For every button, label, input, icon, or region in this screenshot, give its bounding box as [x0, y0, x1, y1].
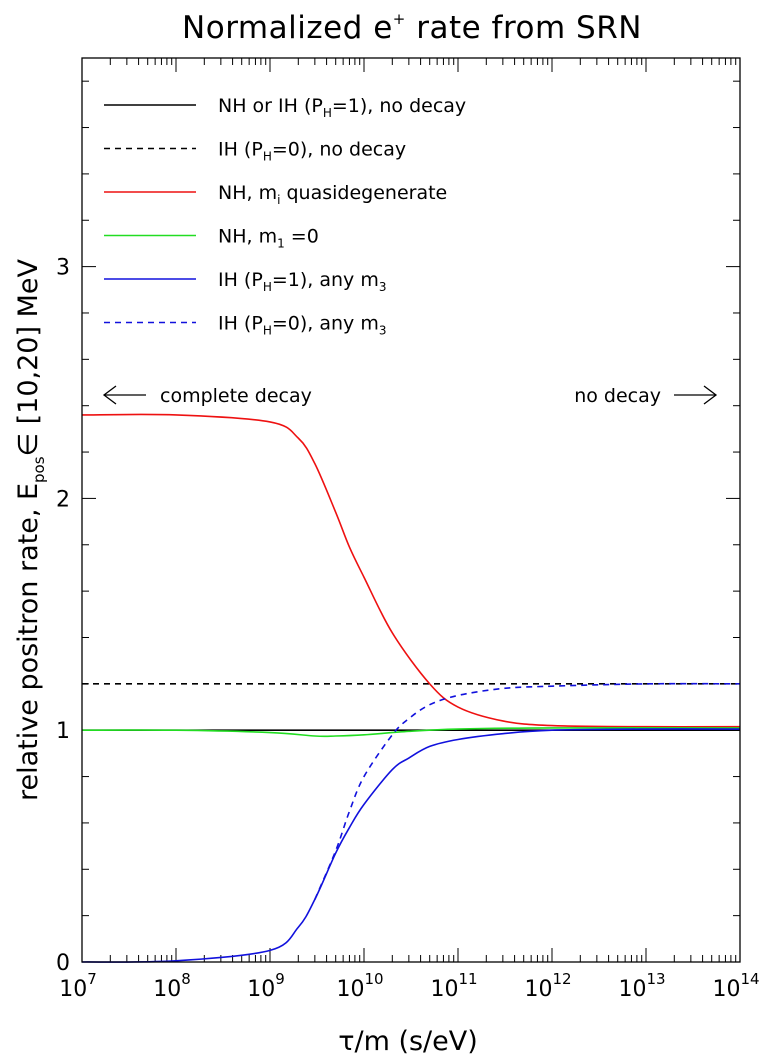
x-tick-exp: 9 — [275, 970, 285, 988]
legend-text: =0), no decay — [272, 139, 406, 161]
x-tick-base: 10 — [430, 977, 458, 1002]
x-tick-label: 1012 — [524, 970, 571, 1002]
annotation-no-decay: no decay — [574, 385, 661, 407]
x-tick-exp: 14 — [740, 970, 759, 988]
series-nh-quasidegenerate — [81, 413, 741, 728]
plot-frame — [81, 57, 741, 963]
series-ih-ph1-any-m3 — [81, 728, 741, 963]
y-axis-label-sub: pos — [30, 456, 48, 483]
legend-sub: H — [263, 324, 272, 338]
legend-text: quasidegenerate — [280, 182, 447, 204]
svg-text:relative positron rate, Epos∈: relative positron rate, Epos∈ [10,20] Me… — [13, 258, 48, 801]
legend-text: =1), no decay — [332, 95, 466, 117]
series-lines — [81, 413, 741, 963]
legend-entry: IH (PH=0), no decay — [104, 139, 406, 164]
x-tick-exp: 11 — [458, 970, 477, 988]
legend-sub: H — [263, 150, 272, 164]
legend-text: IH (P — [218, 139, 263, 161]
x-tick-label: 109 — [247, 970, 285, 1002]
y-tick-label: 2 — [56, 487, 70, 512]
x-axis-label-text: τ/m (s/eV) — [338, 1026, 478, 1057]
svg-text:Normalized e+ rate from SRN: Normalized e+ rate from SRN — [182, 10, 642, 46]
legend-sub: 1 — [277, 237, 285, 251]
plot-border — [81, 57, 741, 963]
x-tick-base: 10 — [153, 977, 181, 1002]
y-tick-label: 3 — [56, 256, 70, 281]
series-nh-m1-zero — [81, 727, 741, 738]
legend-text: =1), any m — [272, 269, 379, 291]
annotation-complete-decay: complete decay — [160, 385, 312, 407]
legend-label: NH or IH (PH=1), no decay — [218, 95, 466, 120]
y-axis-label: relative positron rate, Epos∈ [10,20] Me… — [13, 258, 48, 801]
legend-label: NH, m1 =0 — [218, 226, 319, 251]
legend-entry: IH (PH=1), any m3 — [104, 269, 386, 294]
legend-text: =0), any m — [272, 313, 379, 335]
legend-sub: 3 — [379, 280, 387, 294]
x-axis-label: τ/m (s/eV) — [338, 1026, 478, 1057]
legend-text: IH (P — [218, 269, 263, 291]
annotations: complete decay no decay — [102, 385, 718, 407]
legend-sub: H — [263, 280, 272, 294]
x-tick-base: 10 — [247, 977, 275, 1002]
title-sup: + — [393, 10, 406, 28]
legend-entry: NH or IH (PH=1), no decay — [104, 95, 466, 120]
legend-text: NH or IH (P — [218, 95, 323, 117]
legend-text: =0 — [285, 226, 319, 248]
legend-label: IH (PH=0), any m3 — [218, 313, 386, 338]
x-tick-base: 10 — [59, 977, 87, 1002]
y-tick-label: 1 — [56, 719, 70, 744]
y-tick-label: 0 — [56, 951, 70, 976]
x-tick-label: 107 — [59, 970, 97, 1002]
x-tick-label: 1013 — [618, 970, 665, 1002]
legend-label: NH, mi quasidegenerate — [218, 182, 447, 207]
legend-label: IH (PH=0), no decay — [218, 139, 406, 164]
right-arrow-head — [703, 385, 718, 405]
legend-text: NH, m — [218, 226, 277, 248]
x-tick-exp: 8 — [181, 970, 191, 988]
x-tick-exp: 10 — [364, 970, 383, 988]
left-arrow-head — [102, 385, 117, 405]
legend-text: NH, m — [218, 182, 277, 204]
x-tick-exp: 7 — [87, 970, 97, 988]
series-ih-ph0-any-m3 — [314, 682, 741, 900]
chart-title: Normalized e+ rate from SRN — [182, 10, 642, 46]
legend-label: IH (PH=1), any m3 — [218, 269, 386, 294]
x-tick-base: 10 — [524, 977, 552, 1002]
legend-sub: 3 — [379, 324, 387, 338]
x-tick-base: 10 — [618, 977, 646, 1002]
legend-text: IH (P — [218, 313, 263, 335]
legend-sub: H — [323, 106, 332, 120]
legend-entry: NH, m1 =0 — [104, 226, 319, 251]
title-main: Normalized e — [182, 10, 393, 46]
x-tick-base: 10 — [336, 977, 364, 1002]
x-tick-label: 1014 — [712, 970, 759, 1002]
x-tick-label: 1011 — [430, 970, 477, 1002]
legend-entry: IH (PH=0), any m3 — [104, 313, 386, 338]
legend-entry: NH, mi quasidegenerate — [104, 182, 447, 207]
x-tick-exp: 12 — [552, 970, 571, 988]
x-tick-exp: 13 — [646, 970, 665, 988]
x-tick-base: 10 — [712, 977, 740, 1002]
x-tick-label: 108 — [153, 970, 191, 1002]
title-rest: rate from SRN — [406, 10, 642, 46]
x-tick-label: 1010 — [336, 970, 383, 1002]
legend-sub: i — [277, 193, 280, 207]
y-axis-label-main: relative positron rate, E — [13, 483, 44, 801]
y-axis-label-rest: ∈ [10,20] MeV — [13, 258, 44, 456]
